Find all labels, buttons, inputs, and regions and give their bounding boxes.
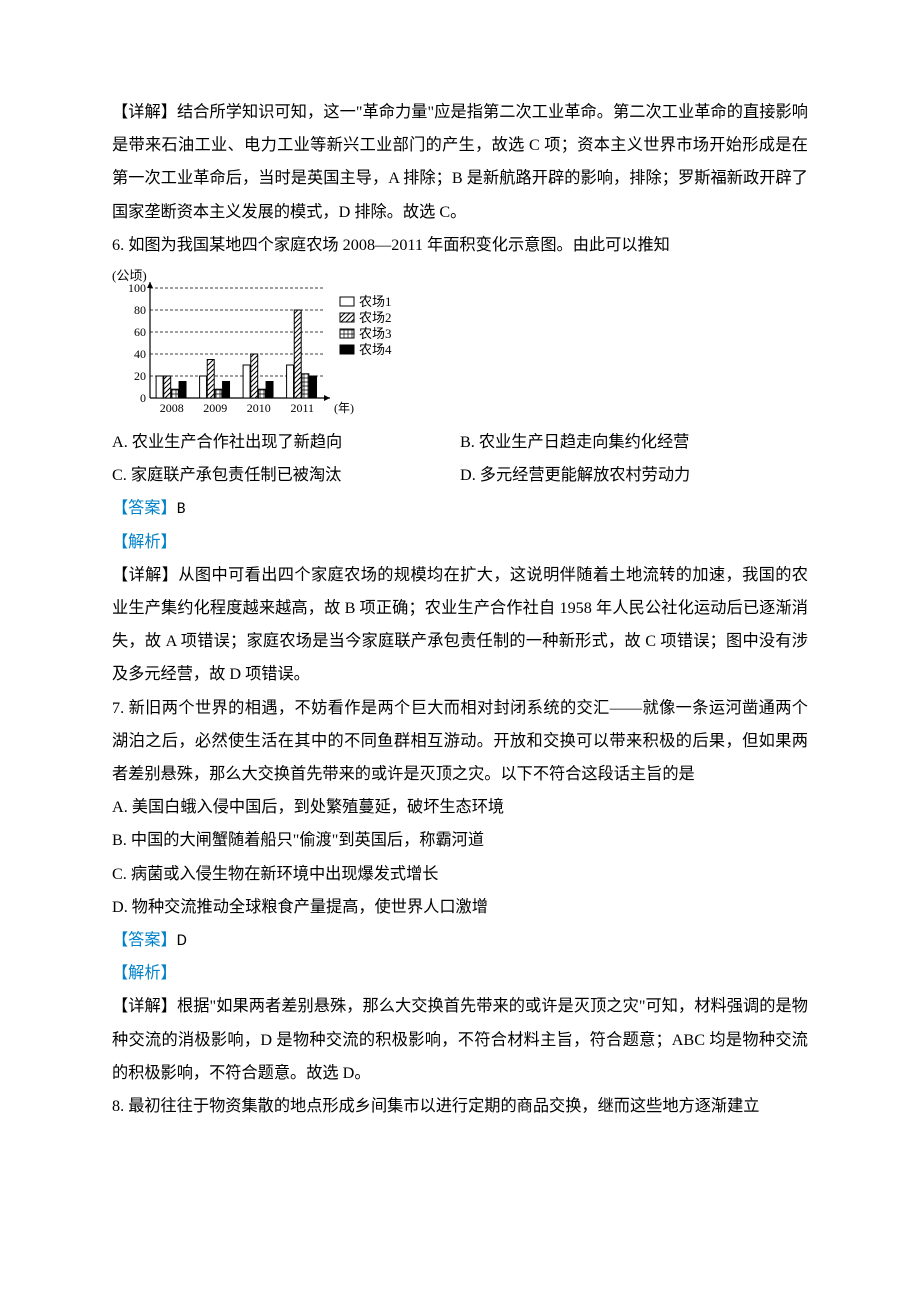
- svg-text:2011: 2011: [290, 401, 314, 415]
- q7-opt-c: C. 病菌或入侵生物在新环境中出现爆发式增长: [112, 858, 808, 891]
- q7-analysis-label: 【解析】: [112, 957, 808, 990]
- q7-opt-a: A. 美国白蛾入侵中国后，到处繁殖蔓延，破坏生态环境: [112, 791, 808, 824]
- bar-chart-svg: (公顷)0204060801002008200920102011(年)农场1农场…: [112, 266, 444, 424]
- answer-label: 【答案】: [112, 499, 177, 517]
- svg-text:农场2: 农场2: [359, 310, 392, 325]
- q6-opt-b: B. 农业生产日趋走向集约化经营: [460, 426, 808, 459]
- answer-label: 【答案】: [112, 931, 177, 949]
- q6-analysis-label: 【解析】: [112, 526, 808, 559]
- svg-text:2008: 2008: [160, 401, 184, 415]
- svg-text:(年): (年): [334, 401, 354, 415]
- svg-text:0: 0: [140, 391, 146, 405]
- svg-text:2009: 2009: [203, 401, 227, 415]
- q7-stem: 7. 新旧两个世界的相遇，不妨看作是两个巨大而相对封闭系统的交汇——就像一条运河…: [112, 692, 808, 792]
- answer-value: D: [177, 931, 187, 950]
- svg-text:100: 100: [128, 281, 146, 295]
- svg-text:20: 20: [134, 369, 146, 383]
- svg-text:2010: 2010: [247, 401, 271, 415]
- svg-text:60: 60: [134, 325, 146, 339]
- answer-value: B: [177, 499, 186, 518]
- svg-text:农场4: 农场4: [359, 342, 392, 357]
- svg-text:农场3: 农场3: [359, 326, 392, 341]
- q6-opt-d: D. 多元经营更能解放农村劳动力: [460, 459, 808, 492]
- q7-answer: 【答案】D: [112, 924, 808, 957]
- q6-options-row2: C. 家庭联产承包责任制已被淘汰 D. 多元经营更能解放农村劳动力: [112, 459, 808, 492]
- q6-detail: 【详解】从图中可看出四个家庭农场的规模均在扩大，这说明伴随着土地流转的加速，我国…: [112, 559, 808, 692]
- analysis-label: 【解析】: [112, 533, 177, 551]
- svg-text:农场1: 农场1: [359, 294, 392, 309]
- q7-detail: 【详解】根据"如果两者差别悬殊，那么大交换首先带来的或许是灭顶之灾"可知，材料强…: [112, 990, 808, 1090]
- q6-chart: (公顷)0204060801002008200920102011(年)农场1农场…: [112, 266, 808, 424]
- q6-opt-a: A. 农业生产合作社出现了新趋向: [112, 426, 460, 459]
- q7-opt-b: B. 中国的大闸蟹随着船只"偷渡"到英国后，称霸河道: [112, 824, 808, 857]
- q5-detail: 【详解】结合所学知识可知，这一"革命力量"应是指第二次工业革命。第二次工业革命的…: [112, 96, 808, 229]
- q6-stem: 6. 如图为我国某地四个家庭农场 2008—2011 年面积变化示意图。由此可以…: [112, 229, 808, 262]
- q6-answer: 【答案】B: [112, 492, 808, 525]
- svg-text:80: 80: [134, 303, 146, 317]
- analysis-label: 【解析】: [112, 964, 177, 982]
- svg-text:40: 40: [134, 347, 146, 361]
- q6-opt-c: C. 家庭联产承包责任制已被淘汰: [112, 459, 460, 492]
- page: 【详解】结合所学知识可知，这一"革命力量"应是指第二次工业革命。第二次工业革命的…: [0, 0, 920, 1302]
- q8-stem: 8. 最初往往于物资集散的地点形成乡间集市以进行定期的商品交换，继而这些地方逐渐…: [112, 1090, 808, 1123]
- q6-options-row1: A. 农业生产合作社出现了新趋向 B. 农业生产日趋走向集约化经营: [112, 426, 808, 459]
- q7-opt-d: D. 物种交流推动全球粮食产量提高，使世界人口激增: [112, 891, 808, 924]
